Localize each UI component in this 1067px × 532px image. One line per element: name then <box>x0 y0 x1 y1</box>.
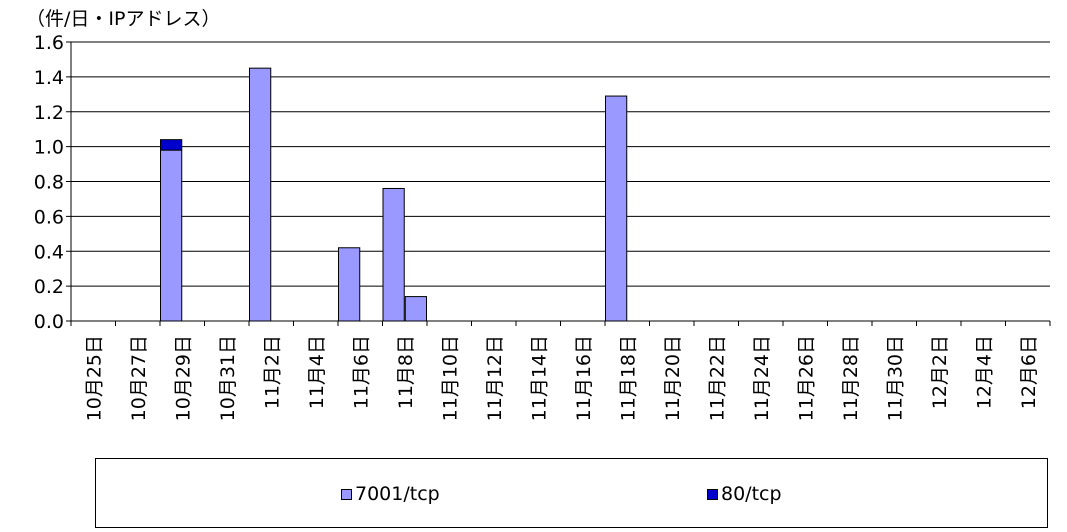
x-tick-label: 12月6日 <box>1018 335 1040 409</box>
y-tick-label: 0.0 <box>34 311 64 333</box>
y-tick-label: 0.4 <box>34 241 64 263</box>
x-tick-label: 11月18日 <box>617 335 639 421</box>
bar-7001-tcp <box>605 95 628 322</box>
x-tick-label: 11月12日 <box>484 335 506 421</box>
x-tick-label: 10月27日 <box>128 335 150 421</box>
x-tick-label: 11月6日 <box>350 335 372 409</box>
y-tick-label: 1.4 <box>34 67 64 89</box>
bar-7001-tcp <box>404 296 427 322</box>
y-tick-label: 0.2 <box>34 276 64 298</box>
x-tick-label: 10月31日 <box>217 335 239 421</box>
legend-label-80: 80/tcp <box>721 483 782 505</box>
x-tick-label: 12月2日 <box>929 335 951 409</box>
x-tick-label: 11月16日 <box>573 335 595 421</box>
x-tick-label: 11月30日 <box>884 335 906 421</box>
x-tick-label: 11月10日 <box>439 335 461 421</box>
bar-7001-tcp <box>249 67 272 322</box>
y-tick-label: 0.6 <box>34 206 64 228</box>
x-tick-label: 11月26日 <box>795 335 817 421</box>
legend-swatch-80 <box>707 488 718 500</box>
y-tick-label: 1.0 <box>34 137 64 159</box>
bar-7001-tcp <box>382 187 405 322</box>
y-tick-label: 1.6 <box>34 32 64 54</box>
y-unit-label: （件/日・IPアドレス） <box>26 8 221 30</box>
bar-7001-tcp <box>338 247 361 322</box>
y-tick-label: 0.8 <box>34 172 64 194</box>
x-tick-label: 11月2日 <box>261 335 283 409</box>
legend-item-7001: 7001/tcp <box>341 483 440 505</box>
x-tick-label: 11月8日 <box>395 335 417 409</box>
bar-7001-tcp <box>160 149 183 322</box>
x-tick-label: 11月20日 <box>662 335 684 421</box>
legend: 7001/tcp 80/tcp <box>95 458 1048 528</box>
x-tick-label: 11月24日 <box>751 335 773 421</box>
legend-swatch-7001 <box>341 488 352 500</box>
legend-item-80: 80/tcp <box>707 483 782 505</box>
legend-label-7001: 7001/tcp <box>355 483 440 505</box>
x-tick-label: 10月29日 <box>172 335 194 421</box>
x-tick-label: 10月25日 <box>83 335 105 421</box>
x-tick-label: 12月4日 <box>973 335 995 409</box>
x-tick-label: 11月4日 <box>306 335 328 409</box>
x-tick-label: 11月14日 <box>528 335 550 421</box>
bar-80-tcp <box>160 139 183 151</box>
x-tick-label: 11月22日 <box>706 335 728 421</box>
y-tick-label: 1.2 <box>34 102 64 124</box>
x-tick-label: 11月28日 <box>840 335 862 421</box>
chart-canvas: 0.0 0.2 0.4 0.6 0.8 1.0 1.2 1.4 1.6 10月25日 10月27日 1… <box>34 32 1051 421</box>
